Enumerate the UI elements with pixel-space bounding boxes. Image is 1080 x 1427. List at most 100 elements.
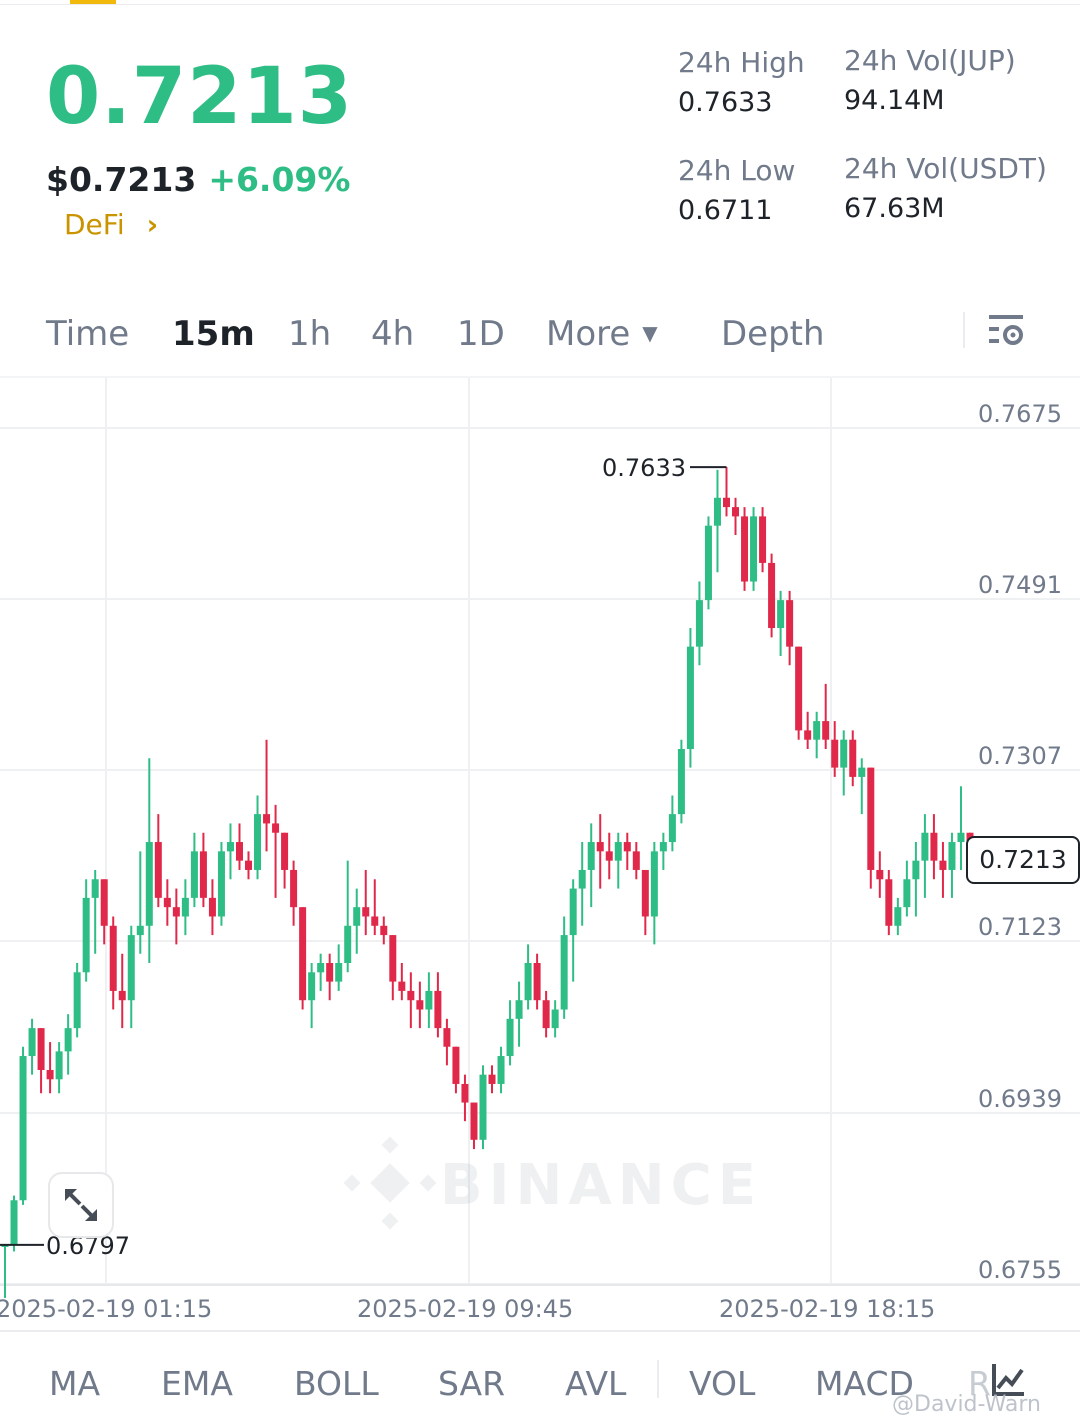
stat-label: 24h Vol(JUP) [844,44,1016,77]
indicator-sar[interactable]: SAR [438,1364,506,1403]
indicator-ema[interactable]: EMA [161,1364,233,1403]
candle-body [199,851,207,898]
candle-body [443,1028,451,1047]
tab-1h[interactable]: 1h [288,314,332,354]
binance-logo-icon [343,1136,437,1230]
indicator-ma[interactable]: MA [49,1364,101,1403]
candle-body [686,646,694,749]
candle-body [903,879,911,908]
candle-body [290,869,298,908]
candle-body [28,1028,36,1057]
tab-depth[interactable]: Depth [721,314,825,354]
candle-body [524,963,532,1001]
candle-body [389,935,397,982]
candle-body [335,963,343,982]
candle-body [849,739,857,777]
candle-body [596,842,604,852]
tab-time[interactable]: Time [46,314,130,354]
candle-body [344,925,352,963]
y-tick-label: 0.6755 [978,1256,1062,1284]
candle-body [308,972,316,1001]
tab-more[interactable]: More ▼ [546,314,658,354]
tab-1d[interactable]: 1D [457,314,505,354]
candle-body [353,907,361,926]
y-tick-label: 0.7675 [978,400,1062,428]
candle-body [82,897,90,973]
candle-body [894,907,902,926]
stat-24h-low: 24h Low 0.6711 [678,154,795,226]
indicator-settings-button[interactable] [988,1360,1028,1400]
indicator-more-letter[interactable]: R [968,1364,991,1403]
stat-24h-vol-quote: 24h Vol(USDT) 67.63M [844,152,1047,224]
candle-body [398,981,406,991]
y-axis-labels: 0.7675 0.7491 0.7307 0.7123 0.6939 0.6755 [978,400,1062,1284]
candle-body [226,842,234,852]
candle-body [750,516,758,582]
candle-body [704,525,712,601]
candle-body [732,507,740,517]
current-price-tag: 0.7213 [966,836,1080,884]
candle-body [659,842,667,852]
indicator-vol[interactable]: VOL [689,1364,756,1403]
candlestick-chart[interactable]: BINANCE 0.76750.74910.73070.71230.69390.… [0,378,1080,1330]
candle-body [741,516,749,582]
candle-body [831,739,839,768]
candle-body [19,1056,27,1201]
candle-body [100,879,108,926]
candle-body [371,916,379,926]
candle-body [533,963,541,1001]
chart-settings-button[interactable] [986,312,1030,352]
tab-15m[interactable]: 15m [172,314,255,354]
candle-body [912,860,920,880]
candle-body [263,814,271,824]
candle-body [208,897,216,917]
candle-body [957,832,965,843]
candle-body [452,1046,460,1084]
indicator-divider [657,1360,659,1398]
candle-body [587,842,595,870]
candle-body [91,879,99,898]
candle-body [876,869,884,880]
stat-value: 0.6711 [678,195,773,226]
high-marker-label: 0.7633 [602,454,686,482]
chart-grid [0,378,1080,1286]
x-axis-labels: 2025-02-19 01:15 2025-02-19 09:45 2025-02-… [0,1295,935,1323]
y-tick-label: 0.6939 [978,1085,1062,1113]
price-change-pct: +6.09% [208,160,351,199]
x-tick-label: 2025-02-19 18:15 [719,1295,935,1323]
candle-body [425,990,433,1010]
candle-body [172,907,180,917]
candle-body [163,897,171,908]
candle-body [786,600,794,647]
candle-body [930,832,938,861]
indicator-avl[interactable]: AVL [565,1364,627,1403]
category-label: DeFi [64,208,125,241]
category-tag-defi[interactable]: DeFi › [64,208,158,241]
candle-body [55,1051,63,1080]
candle-body [64,1028,72,1052]
stat-label: 24h Vol(USDT) [844,152,1047,185]
active-tab-indicator [70,0,116,4]
fiat-price-row: $0.7213 +6.09% [46,160,350,199]
indicator-boll[interactable]: BOLL [294,1364,379,1403]
candle-body [181,897,189,917]
candle-body [488,1074,496,1084]
stat-value: 67.63M [844,193,945,224]
candle-body [145,842,153,926]
candle-body [299,907,307,1001]
candle-body [623,842,631,852]
fullscreen-button[interactable] [48,1172,114,1238]
stat-value: 0.7633 [678,87,773,118]
tab-4h[interactable]: 4h [371,314,415,354]
candle-body [136,925,144,936]
indicator-macd[interactable]: MACD [815,1364,914,1403]
tabs-bottom-divider [0,376,1080,378]
watermark-text: BINANCE [440,1153,762,1218]
candle-body [551,1009,559,1029]
candle-body [804,730,812,740]
candle-body [542,1000,550,1029]
candle-body [759,516,767,563]
candle-body [281,832,289,870]
candle-body [461,1083,469,1103]
candle-body [614,842,622,861]
